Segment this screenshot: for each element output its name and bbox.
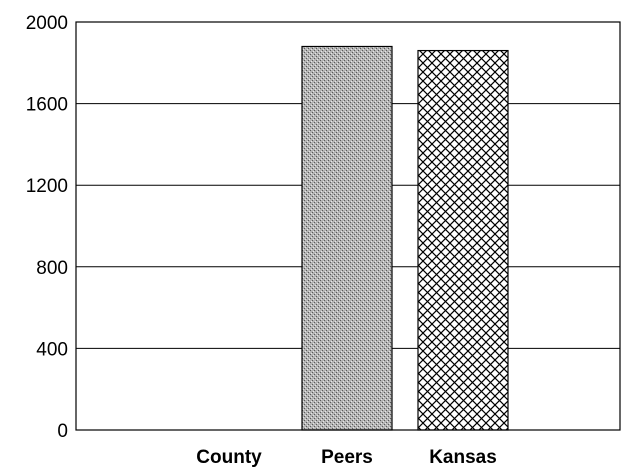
y-tick-label: 800 bbox=[36, 258, 68, 279]
y-tick-label: 400 bbox=[36, 339, 68, 360]
plot-frame bbox=[75, 21, 621, 431]
y-tick-label: 1200 bbox=[26, 176, 68, 197]
bar-kansas bbox=[417, 49, 509, 431]
y-tick-label: 0 bbox=[57, 421, 68, 442]
x-tick-label: Peers bbox=[321, 447, 373, 468]
y-axis-labels: 0 400 800 1200 1600 2000 bbox=[26, 13, 68, 442]
bar-peers bbox=[301, 45, 393, 431]
x-axis-labels: County Peers Kansas bbox=[196, 447, 497, 468]
y-tick-label: 2000 bbox=[26, 13, 68, 34]
x-tick-label: Kansas bbox=[429, 447, 497, 468]
y-tick-label: 1600 bbox=[26, 95, 68, 116]
x-tick-label: County bbox=[196, 447, 262, 468]
